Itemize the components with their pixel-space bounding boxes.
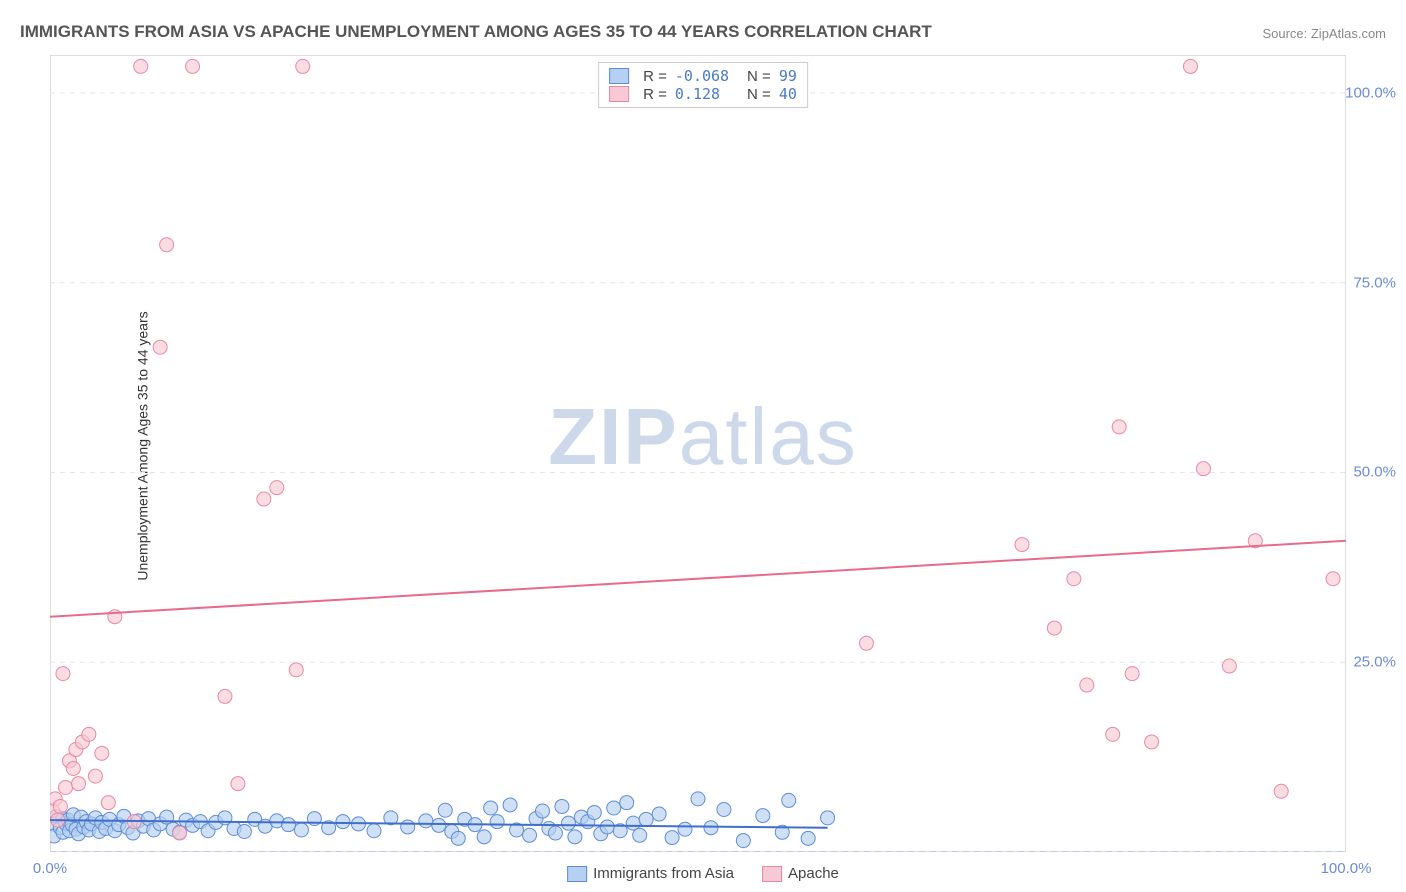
y-tick-label: 25.0%: [1353, 654, 1396, 671]
legend-item: Immigrants from Asia: [567, 865, 734, 882]
stats-row: R = -0.068 N = 99: [609, 67, 797, 85]
chart-title: IMMIGRANTS FROM ASIA VS APACHE UNEMPLOYM…: [20, 22, 932, 42]
legend-item: Apache: [762, 865, 839, 882]
x-tick-label: 0.0%: [33, 860, 67, 877]
x-tick-label: 100.0%: [1321, 860, 1372, 877]
stats-legend: R = -0.068 N = 99R = 0.128 N = 40: [598, 62, 808, 108]
stats-row: R = 0.128 N = 40: [609, 85, 797, 103]
y-tick-label: 50.0%: [1353, 464, 1396, 481]
source-label: Source: ZipAtlas.com: [1262, 26, 1386, 41]
series-legend: Immigrants from Asia Apache: [567, 865, 839, 882]
y-tick-label: 75.0%: [1353, 274, 1396, 291]
y-tick-label: 100.0%: [1345, 84, 1396, 101]
scatter-plot: [50, 55, 1346, 852]
